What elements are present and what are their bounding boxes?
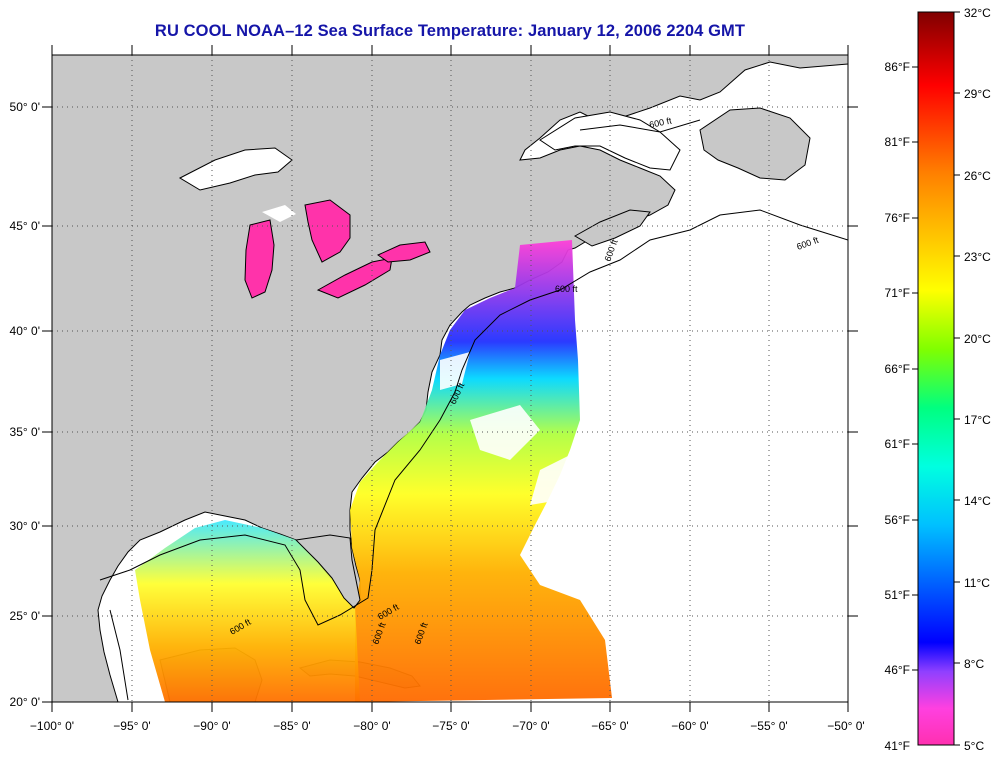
fahrenheit-label: 71°F — [885, 286, 910, 300]
fahrenheit-label: 86°F — [885, 60, 910, 74]
celsius-label: 5°C — [964, 739, 984, 753]
sst-gulf-of-mexico — [135, 520, 360, 702]
lat-label: 35° 0' — [10, 425, 40, 439]
fahrenheit-label: 76°F — [885, 211, 910, 225]
lon-label: −50° 0' — [827, 719, 864, 733]
contour-label: 600 ft — [648, 115, 673, 130]
lon-label: −90° 0' — [193, 719, 230, 733]
lat-label: 40° 0' — [10, 324, 40, 338]
map-area — [52, 55, 848, 702]
lon-label: −95° 0' — [113, 719, 150, 733]
map-title: RU COOL NOAA–12 Sea Surface Temperature:… — [154, 22, 746, 40]
lon-label: −60° 0' — [671, 719, 708, 733]
florida — [294, 534, 361, 609]
land — [52, 55, 848, 702]
fahrenheit-labels: 86°F 81°F 76°F 71°F 66°F 61°F 56°F 51°F … — [885, 60, 910, 753]
latitude-labels: 50° 0' 45° 0' 40° 0' 35° 0' 30° 0' 25° 0… — [10, 100, 40, 709]
lon-label: −100° 0' — [30, 719, 74, 733]
lon-label: −80° 0' — [353, 719, 390, 733]
celsius-label: 26°C — [964, 169, 991, 183]
fahrenheit-label: 61°F — [885, 437, 910, 451]
lon-label: −55° 0' — [750, 719, 787, 733]
lake-michigan — [244, 219, 275, 299]
cloud-patch — [440, 352, 470, 390]
fahrenheit-label: 81°F — [885, 135, 910, 149]
lake-white-patch — [262, 205, 296, 222]
lon-label: −85° 0' — [273, 719, 310, 733]
contour-600ft — [579, 119, 701, 133]
newfoundland — [699, 107, 811, 181]
sst-swath-atlantic — [350, 240, 612, 702]
lat-label: 25° 0' — [10, 609, 40, 623]
map-frame — [51, 54, 849, 703]
celsius-label: 8°C — [964, 657, 984, 671]
fahrenheit-label: 41°F — [885, 739, 910, 753]
lat-label: 30° 0' — [10, 519, 40, 533]
celsius-label: 20°C — [964, 332, 991, 346]
contour-600ft — [109, 609, 129, 701]
cloud-patch — [530, 455, 570, 505]
contour-600ft — [99, 209, 848, 626]
lon-label: −70° 0' — [512, 719, 549, 733]
celsius-label: 23°C — [964, 250, 991, 264]
lon-label: −65° 0' — [591, 719, 628, 733]
longitude-labels: −100° 0' −95° 0' −90° 0' −85° 0' −80° 0'… — [30, 719, 865, 733]
celsius-label: 14°C — [964, 494, 991, 508]
axis-ticks — [42, 45, 858, 712]
colorbar-ticks — [912, 11, 960, 746]
contour-label: 600 ft — [555, 284, 578, 294]
fahrenheit-label: 51°F — [885, 588, 910, 602]
lat-label: 50° 0' — [10, 100, 40, 114]
fahrenheit-label: 56°F — [885, 513, 910, 527]
lat-label: 45° 0' — [10, 219, 40, 233]
lake-ontario — [376, 241, 431, 263]
lake-huron — [304, 199, 351, 263]
cloud-patch — [470, 405, 540, 460]
celsius-label: 17°C — [964, 413, 991, 427]
lake-superior — [178, 147, 293, 191]
lake-erie — [316, 257, 393, 299]
celsius-label: 11°C — [964, 576, 990, 590]
nova-scotia — [573, 209, 651, 247]
celsius-label: 29°C — [964, 87, 991, 101]
lon-label: −75° 0' — [432, 719, 469, 733]
fahrenheit-label: 46°F — [885, 663, 910, 677]
celsius-labels: 32°C 29°C 26°C 23°C 20°C 17°C 14°C 11°C … — [964, 6, 991, 753]
lat-label: 20° 0' — [10, 695, 40, 709]
celsius-label: 32°C — [964, 6, 991, 20]
contour-labels: 600 ft 600 ft 600 ft 600 ft 600 ft 600 f… — [228, 115, 820, 645]
colorbar — [917, 11, 955, 746]
fahrenheit-label: 66°F — [885, 362, 910, 376]
